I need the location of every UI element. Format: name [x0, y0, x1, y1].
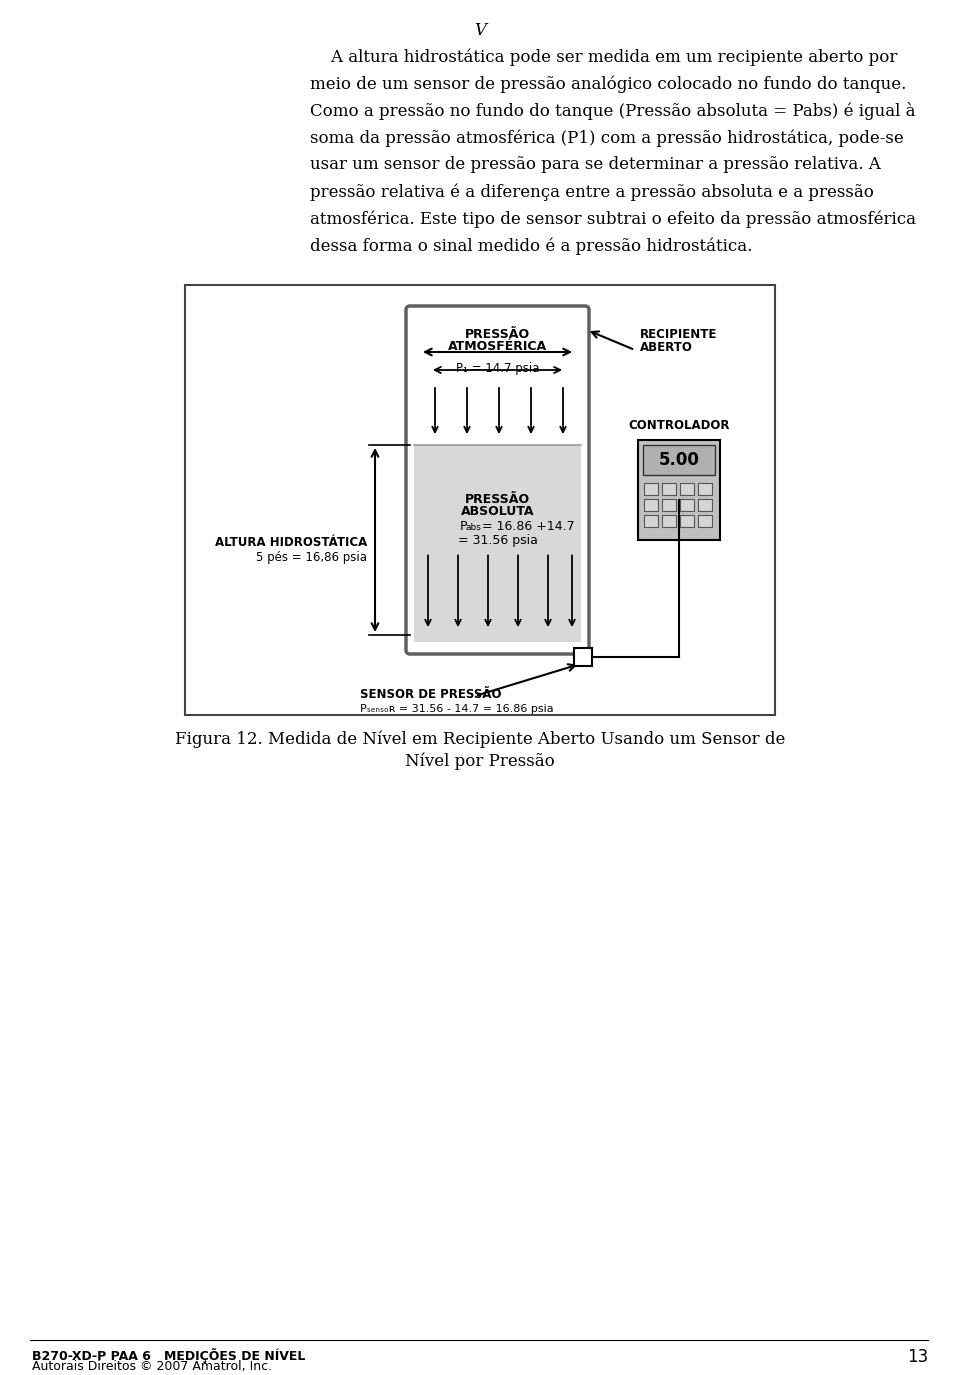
Text: 13: 13 — [907, 1348, 928, 1365]
Text: PRESSÃO: PRESSÃO — [465, 329, 530, 341]
Text: Nível por Pressão: Nível por Pressão — [405, 752, 555, 770]
Bar — [644, 483, 658, 495]
Text: Figura 12. Medida de Nível em Recipiente Aberto Usando um Sensor de: Figura 12. Medida de Nível em Recipiente… — [175, 730, 785, 748]
Bar — [638, 440, 720, 540]
Text: SENSOR DE PRESSÃO: SENSOR DE PRESSÃO — [360, 688, 501, 701]
Bar — [414, 314, 581, 446]
Bar — [680, 499, 694, 512]
Bar — [644, 516, 658, 527]
Bar — [185, 285, 775, 715]
Bar — [414, 446, 581, 642]
Text: Pₛₑₙₛₒʀ = 31.56 - 14.7 = 16.86 psia: Pₛₑₙₛₒʀ = 31.56 - 14.7 = 16.86 psia — [360, 704, 554, 714]
Text: B270-XD-P PAA 6   MEDIÇÕES DE NÍVEL: B270-XD-P PAA 6 MEDIÇÕES DE NÍVEL — [32, 1348, 305, 1363]
Text: V: V — [474, 22, 486, 38]
Text: ABSOLUTA: ABSOLUTA — [461, 505, 535, 517]
Text: P: P — [460, 520, 467, 532]
Text: soma da pressão atmosférica (P1) com a pressão hidrostática, pode-se: soma da pressão atmosférica (P1) com a p… — [310, 129, 903, 147]
Bar — [574, 648, 592, 666]
Text: CONTROLADOR: CONTROLADOR — [628, 419, 730, 432]
Text: Como a pressão no fundo do tanque (Pressão absoluta = Pabs) é igual à: Como a pressão no fundo do tanque (Press… — [310, 102, 916, 120]
Bar — [643, 446, 715, 474]
Bar — [698, 483, 712, 495]
Bar — [662, 483, 676, 495]
Text: = 16.86 +14.7: = 16.86 +14.7 — [483, 520, 575, 532]
Text: ABERTO: ABERTO — [640, 341, 693, 353]
Bar — [644, 499, 658, 512]
Text: = 31.56 psia: = 31.56 psia — [458, 534, 538, 546]
Bar — [698, 499, 712, 512]
Text: ATMOSFÉRICA: ATMOSFÉRICA — [448, 340, 547, 353]
Bar — [662, 516, 676, 527]
Text: atmosférica. Este tipo de sensor subtrai o efeito da pressão atmosférica: atmosférica. Este tipo de sensor subtrai… — [310, 210, 916, 227]
Text: 5.00: 5.00 — [659, 451, 700, 469]
Text: meio de um sensor de pressão analógico colocado no fundo do tanque.: meio de um sensor de pressão analógico c… — [310, 76, 906, 92]
Text: PRESSÃO: PRESSÃO — [465, 492, 530, 506]
Text: abs: abs — [466, 522, 481, 532]
Text: usar um sensor de pressão para se determinar a pressão relativa. A: usar um sensor de pressão para se determ… — [310, 155, 880, 173]
Bar — [680, 483, 694, 495]
Text: pressão relativa é a diferença entre a pressão absoluta e a pressão: pressão relativa é a diferença entre a p… — [310, 183, 874, 201]
Text: 5 pés = 16,86 psia: 5 pés = 16,86 psia — [256, 550, 367, 564]
Text: ALTURA HIDROSTÁTICA: ALTURA HIDROSTÁTICA — [215, 535, 367, 549]
Text: P₁ = 14.7 psia: P₁ = 14.7 psia — [456, 362, 540, 375]
Text: A altura hidrostática pode ser medida em um recipiente aberto por: A altura hidrostática pode ser medida em… — [310, 48, 898, 66]
Bar — [698, 516, 712, 527]
Text: dessa forma o sinal medido é a pressão hidrostática.: dessa forma o sinal medido é a pressão h… — [310, 236, 753, 254]
Bar — [662, 499, 676, 512]
Bar — [680, 516, 694, 527]
Text: Autorais Direitos © 2007 Amatrol, Inc.: Autorais Direitos © 2007 Amatrol, Inc. — [32, 1360, 272, 1374]
Text: RECIPIENTE: RECIPIENTE — [640, 329, 717, 341]
